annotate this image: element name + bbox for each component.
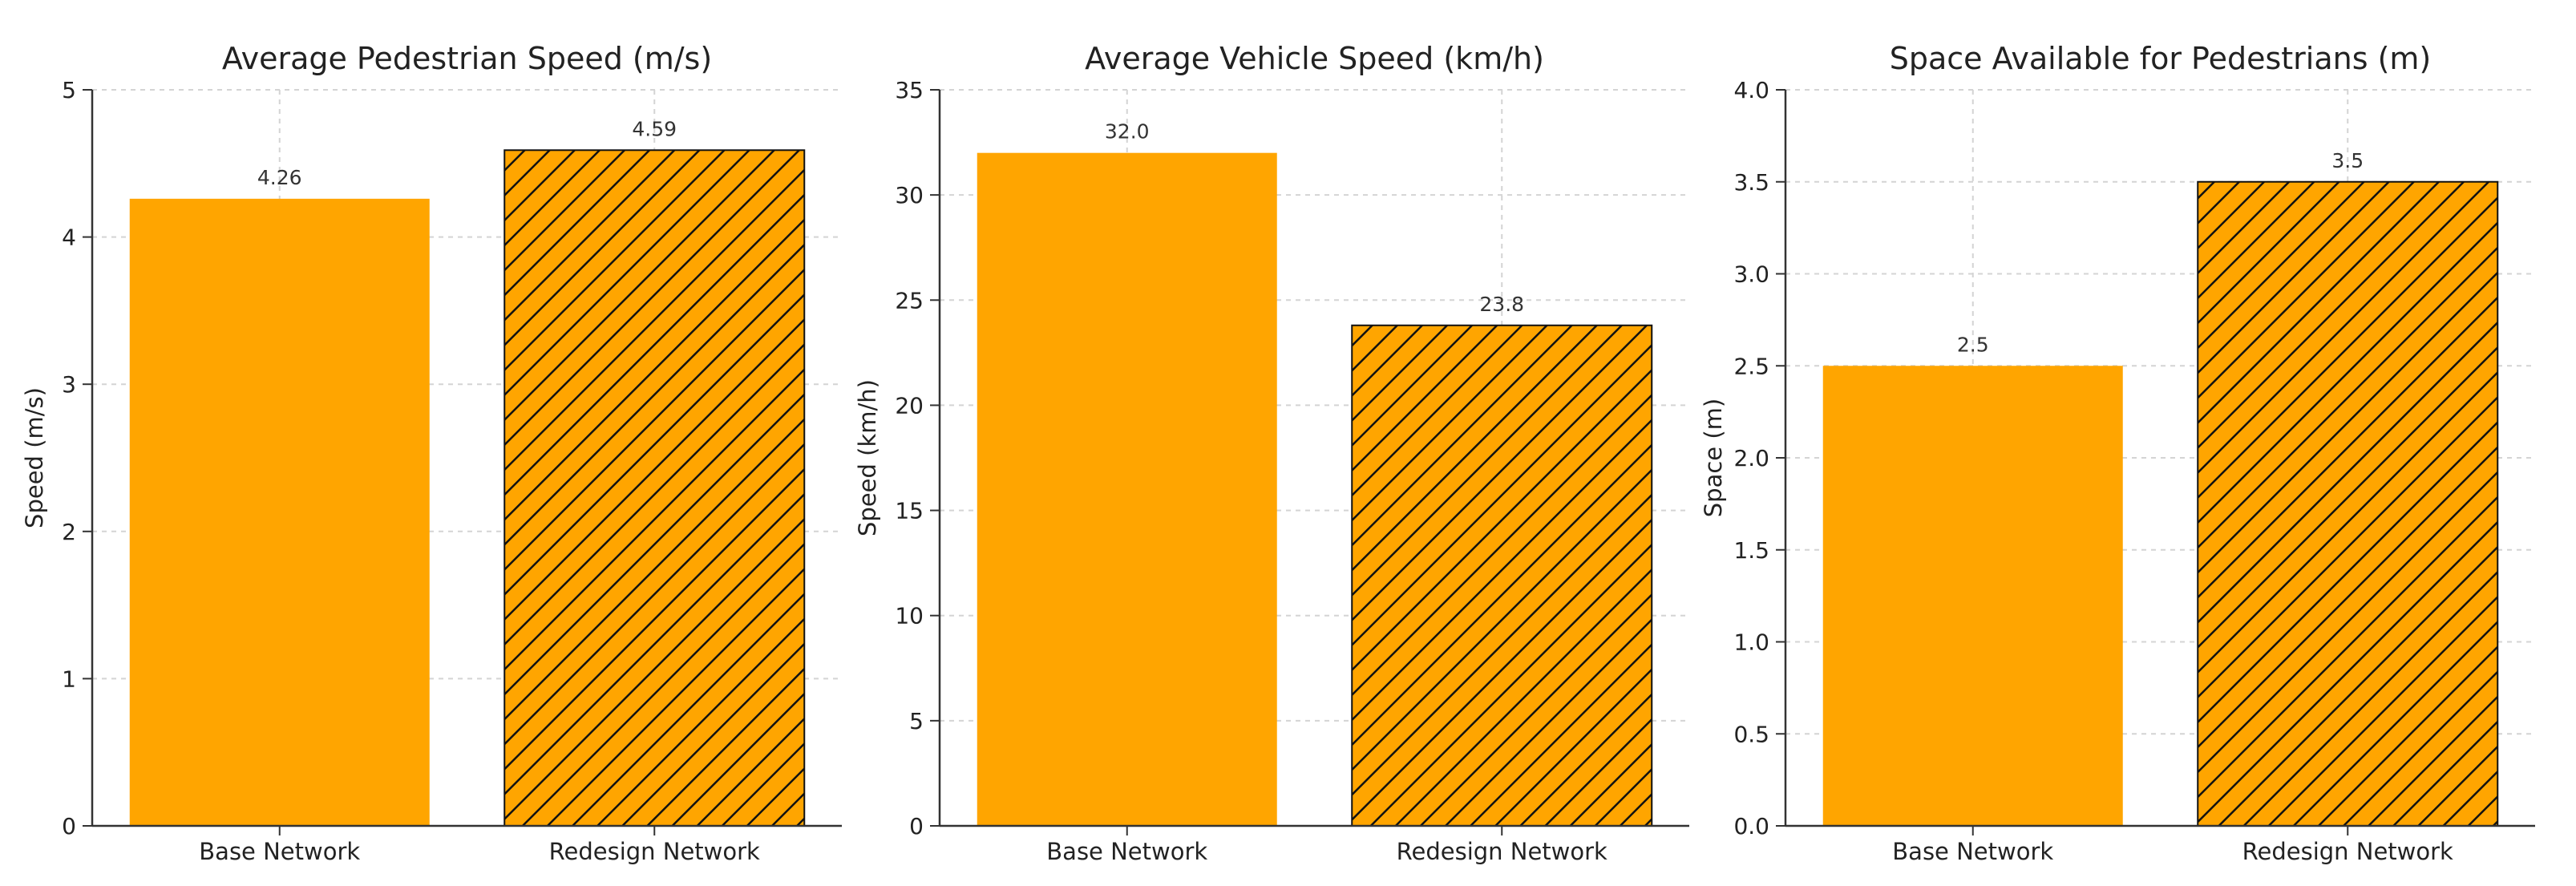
bar-value-label: 4.26 xyxy=(257,166,302,189)
bar-value-label: 23.8 xyxy=(1479,293,1524,316)
y-tick-label: 0 xyxy=(62,813,76,839)
bar-base-network xyxy=(129,198,430,826)
chart-panel-1: 0 1 2 3 4 5 4.26 Base Network 4.59 Redesign Netwo… xyxy=(21,41,842,865)
y-tick-label: 5 xyxy=(909,708,924,734)
y-tick-label: 5 xyxy=(62,77,76,103)
bar-base-network xyxy=(977,152,1277,826)
chart-title: Average Pedestrian Speed (m/s) xyxy=(222,41,712,76)
y-axis-label: Speed (m/s) xyxy=(21,387,48,528)
y-tick-label: 4 xyxy=(62,225,76,251)
bar-value-label: 32.0 xyxy=(1105,120,1150,144)
y-tick-label: 25 xyxy=(895,287,924,314)
y-tick-label: 2.5 xyxy=(1733,353,1769,379)
y-tick-label: 1.0 xyxy=(1733,629,1769,656)
y-tick-label: 0 xyxy=(909,813,924,839)
y-tick-label: 2.0 xyxy=(1733,445,1769,471)
y-tick-label: 3.0 xyxy=(1733,261,1769,288)
x-tick-label: Base Network xyxy=(1892,838,2053,865)
y-tick-label: 15 xyxy=(895,498,924,524)
y-tick-label: 1 xyxy=(62,666,76,692)
y-tick-label: 10 xyxy=(895,603,924,629)
y-tick-label: 2 xyxy=(62,519,76,545)
bar-value-label: 2.5 xyxy=(1957,333,1989,356)
chart-panel-2: 0 5 10 15 20 25 30 35 32.0 Base Network 23.8 Redesi… xyxy=(854,41,1689,865)
x-tick-label: Redesign Network xyxy=(549,838,760,865)
y-tick-label: 35 xyxy=(895,77,924,103)
x-tick-label: Redesign Network xyxy=(2242,838,2453,865)
x-tick-label: Redesign Network xyxy=(1397,838,1607,865)
y-tick-label: 0.5 xyxy=(1733,721,1769,747)
y-axis-label: Space (m) xyxy=(1700,398,1727,517)
bar-redesign-network xyxy=(1351,324,1653,827)
bar-base-network xyxy=(1822,366,2123,826)
bar-value-label: 4.59 xyxy=(632,117,677,140)
bar-redesign-network xyxy=(503,149,806,827)
chart-title: Average Vehicle Speed (km/h) xyxy=(1085,41,1544,76)
y-tick-label: 3 xyxy=(62,371,76,398)
chart-title: Space Available for Pedestrians (m) xyxy=(1890,41,2432,76)
y-axis-label: Speed (km/h) xyxy=(854,379,881,536)
chart-panel-3: 0.0 0.5 1.0 1.5 2.0 2.5 3.0 3.5 4.0 2.5 Base Netwo… xyxy=(1700,41,2535,865)
y-tick-label: 1.5 xyxy=(1733,537,1769,564)
bar-value-label: 3.5 xyxy=(2331,149,2364,172)
y-tick-label: 30 xyxy=(895,182,924,208)
bar-redesign-network xyxy=(2197,180,2499,827)
x-tick-label: Base Network xyxy=(199,838,360,865)
x-tick-label: Base Network xyxy=(1046,838,1207,865)
y-tick-label: 20 xyxy=(895,392,924,419)
y-tick-label: 0.0 xyxy=(1733,813,1769,839)
y-tick-label: 4.0 xyxy=(1733,77,1769,103)
y-tick-label: 3.5 xyxy=(1733,169,1769,196)
